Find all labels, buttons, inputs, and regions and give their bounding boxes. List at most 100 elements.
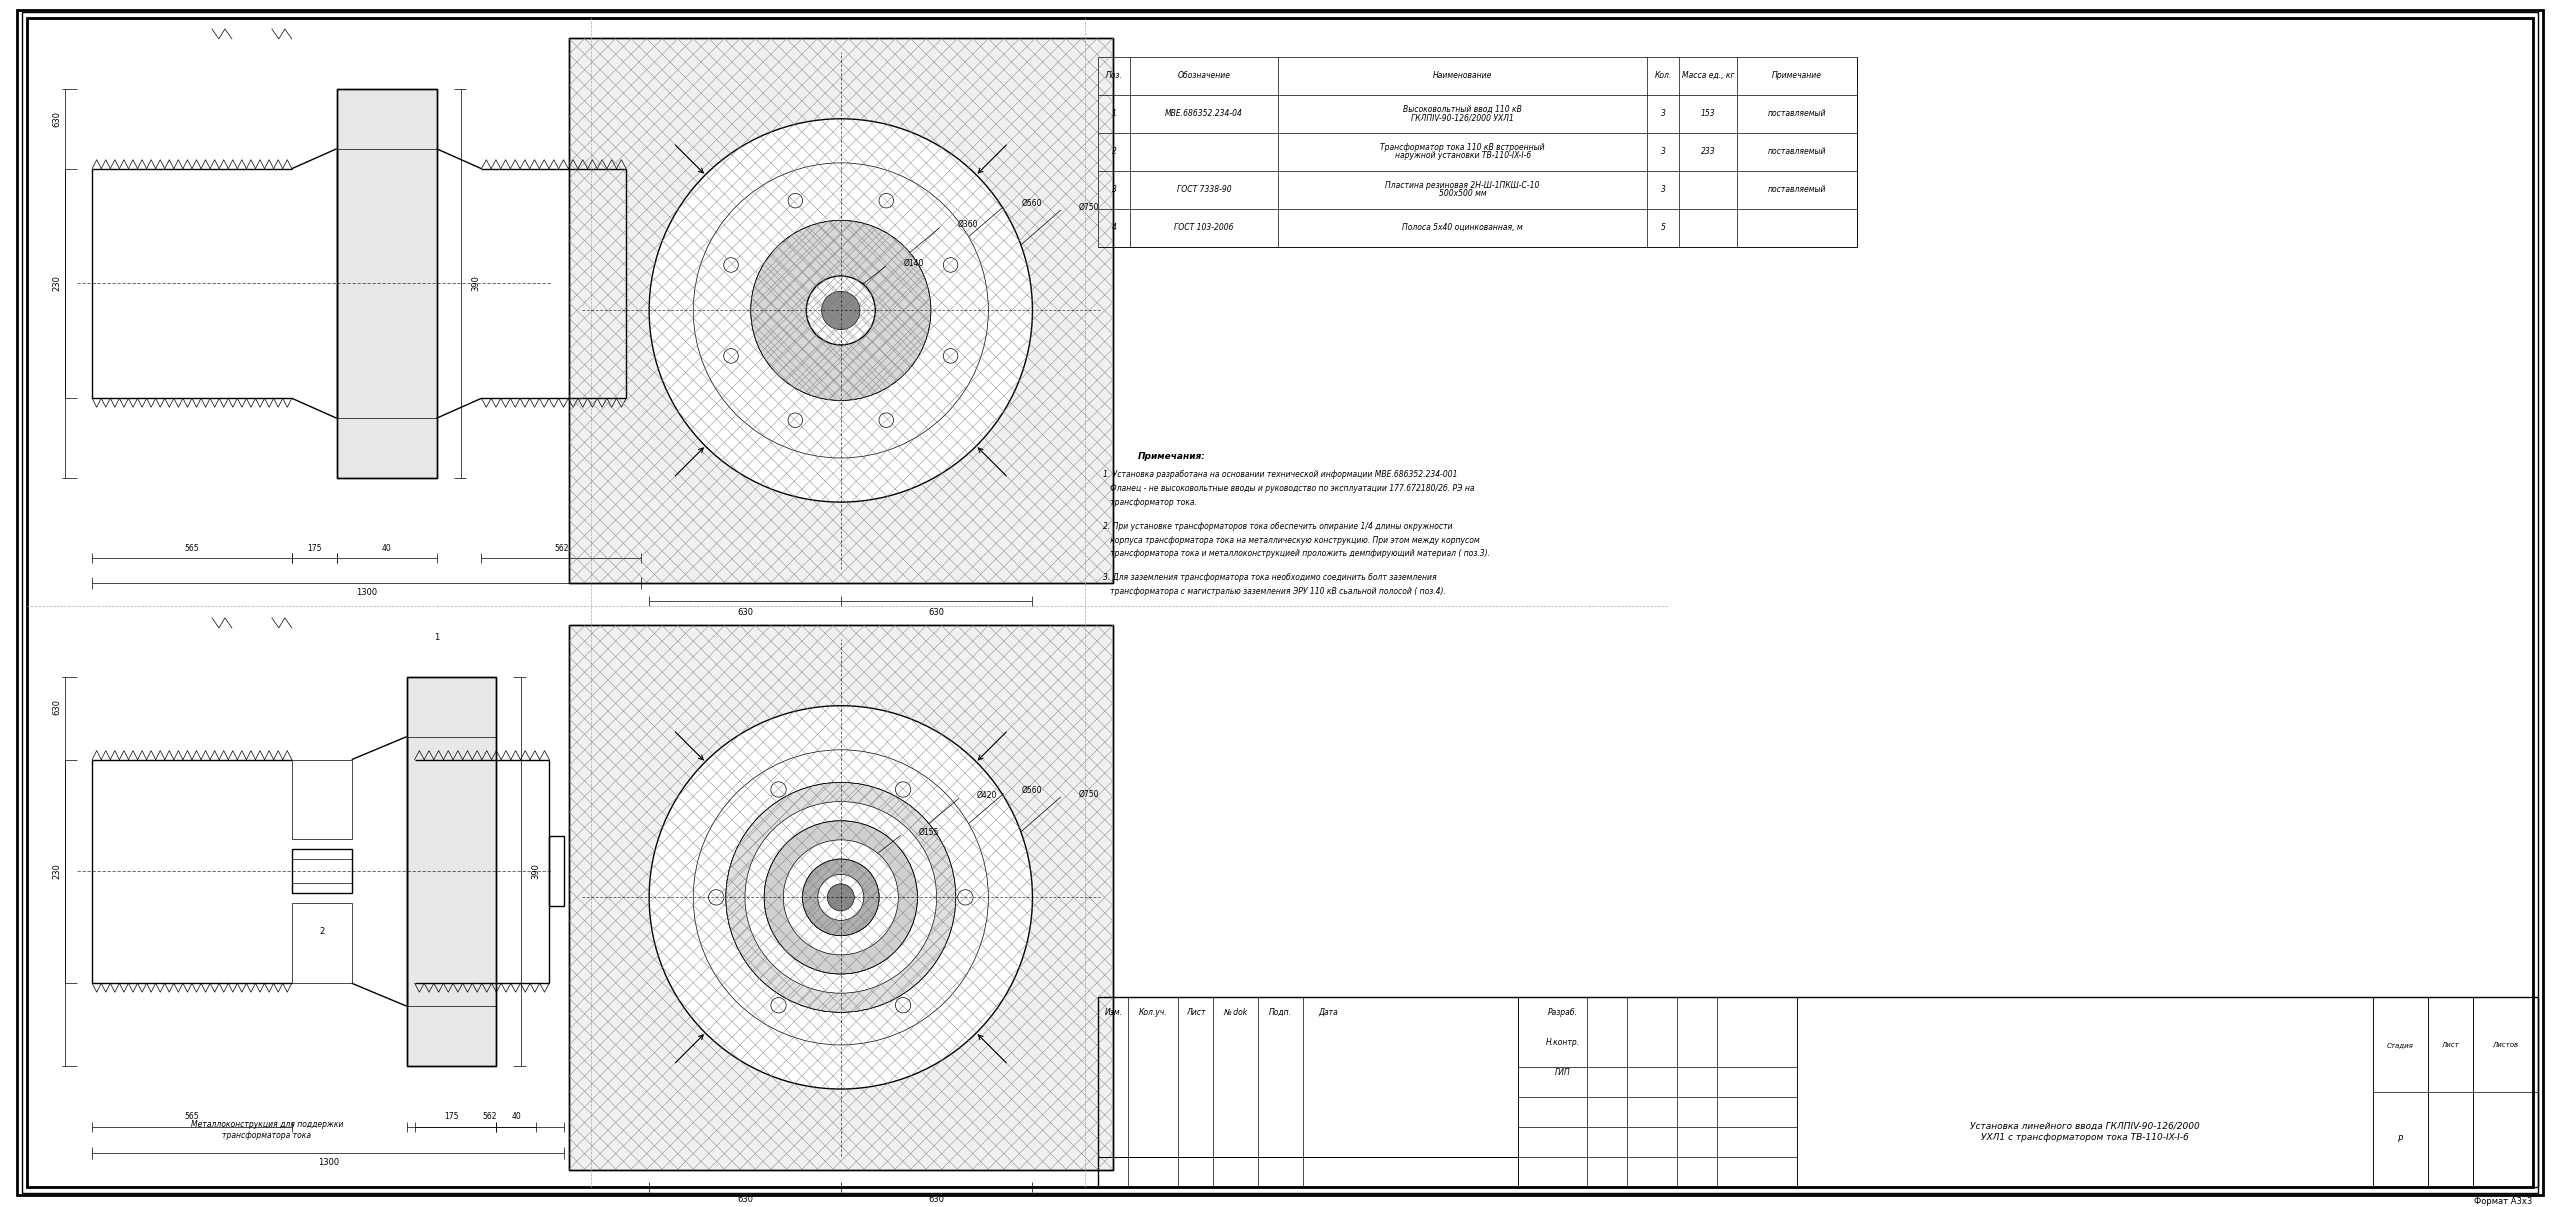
Circle shape: [957, 890, 973, 905]
Text: 1300: 1300: [356, 589, 376, 597]
Text: Стадия: Стадия: [2386, 1042, 2414, 1048]
Text: Фланец - не высоковольтные вводы и руководство по эксплуатации 177.672180/2б. РЭ: Фланец - не высоковольтные вводы и руков…: [1103, 484, 1475, 492]
Circle shape: [745, 801, 937, 993]
Text: 230: 230: [54, 275, 61, 291]
Bar: [568, 625, 1114, 1170]
Bar: [2473, 997, 2537, 1186]
Text: Примечания:: Примечания:: [1139, 451, 1206, 461]
Text: ГКЛПIV-90-126/2000 УХЛ1: ГКЛПIV-90-126/2000 УХЛ1: [1411, 113, 1513, 122]
Text: 1: 1: [433, 634, 440, 642]
Text: наружной установки ТВ-110-IX-I-6: наружной установки ТВ-110-IX-I-6: [1395, 151, 1531, 161]
Text: № dok: № dok: [1224, 1008, 1247, 1016]
Text: Поз.: Поз.: [1106, 71, 1124, 81]
Bar: [568, 39, 1114, 583]
Text: корпуса трансформатора тока на металлическую конструкцию. При этом между корпусо: корпуса трансформатора тока на металличе…: [1103, 536, 1480, 544]
Text: Полоса 5х40 оцинкованная, м: Полоса 5х40 оцинкованная, м: [1403, 223, 1523, 232]
Bar: [550, 836, 563, 906]
Text: 3: 3: [1111, 185, 1116, 194]
Text: Ø140: Ø140: [904, 258, 924, 268]
Text: 2. При установке трансформаторов тока обеспечить опирание 1/4 длины окружности: 2. При установке трансформаторов тока об…: [1103, 521, 1454, 531]
Bar: [338, 89, 438, 478]
Text: 5: 5: [1661, 223, 1667, 232]
Circle shape: [942, 349, 957, 363]
Text: 565: 565: [184, 543, 200, 553]
Circle shape: [896, 782, 911, 797]
Circle shape: [806, 276, 876, 345]
Text: 175: 175: [307, 543, 323, 553]
Text: Кол.уч.: Кол.уч.: [1139, 1008, 1167, 1016]
Text: 630: 630: [54, 111, 61, 127]
Circle shape: [827, 884, 855, 911]
Bar: [568, 39, 1114, 583]
Text: Ø155: Ø155: [919, 828, 940, 836]
Text: Листов: Листов: [2493, 1042, 2519, 1048]
Text: 630: 630: [54, 699, 61, 715]
Text: 175: 175: [445, 1113, 458, 1121]
Circle shape: [801, 859, 878, 935]
Text: 230: 230: [54, 863, 61, 880]
Circle shape: [788, 413, 804, 427]
Text: трансформатора с магистралью заземления ЭРУ 110 кВ сьальной полосой ( поз.4).: трансформатора с магистралью заземления …: [1103, 588, 1446, 596]
Circle shape: [783, 840, 899, 955]
Text: 1300: 1300: [317, 1159, 338, 1167]
Circle shape: [942, 257, 957, 273]
Bar: [1098, 57, 1856, 246]
Bar: [627, 249, 640, 319]
Text: 562: 562: [553, 543, 568, 553]
Text: Трансформатор тока 110 кВ встроенный: Трансформатор тока 110 кВ встроенный: [1380, 144, 1546, 152]
Text: Изм.: Изм.: [1103, 1008, 1121, 1016]
Text: ГИП: ГИП: [1554, 1067, 1569, 1077]
Text: трансформатора тока и металлоконструкцией проложить демпфирующий материал ( поз.: трансформатора тока и металлоконструкцие…: [1103, 549, 1490, 559]
Text: 233: 233: [1700, 147, 1715, 156]
Circle shape: [724, 349, 737, 363]
Circle shape: [724, 257, 737, 273]
Bar: [292, 850, 351, 893]
Text: 500х500 мм: 500х500 мм: [1439, 189, 1487, 198]
Bar: [1797, 997, 2373, 1186]
Text: Формат А3х3: Формат А3х3: [2473, 1197, 2532, 1206]
Text: поставляемый: поставляемый: [1769, 110, 1825, 118]
Circle shape: [822, 291, 860, 330]
Text: Масса ед., кг: Масса ед., кг: [1682, 71, 1736, 81]
Circle shape: [763, 821, 916, 974]
Circle shape: [771, 998, 786, 1013]
Text: 390: 390: [530, 863, 540, 880]
Bar: [407, 677, 497, 1066]
Text: Подп.: Подп.: [1270, 1008, 1293, 1016]
Text: 2: 2: [1111, 147, 1116, 156]
Text: 3: 3: [1661, 185, 1667, 194]
Text: Пластина резиновая 2Н-Ш-1ПКШ-С-10: Пластина резиновая 2Н-Ш-1ПКШ-С-10: [1385, 181, 1541, 191]
Text: Разраб.: Разраб.: [1549, 1008, 1577, 1016]
Text: Лист: Лист: [1185, 1008, 1206, 1016]
Text: МВЕ.686352.234-04: МВЕ.686352.234-04: [1165, 110, 1244, 118]
Text: 2: 2: [320, 927, 325, 935]
Text: 630: 630: [929, 608, 945, 617]
Bar: [407, 677, 497, 1066]
Text: 40: 40: [381, 543, 392, 553]
Text: Ø560: Ø560: [1021, 786, 1042, 795]
Text: Ø750: Ø750: [1078, 203, 1098, 211]
Text: поставляемый: поставляемый: [1769, 147, 1825, 156]
Text: 4: 4: [1111, 223, 1116, 232]
Text: 630: 630: [737, 1195, 753, 1203]
Circle shape: [650, 706, 1032, 1089]
Text: ГОСТ 103-2006: ГОСТ 103-2006: [1175, 223, 1234, 232]
Circle shape: [817, 874, 863, 921]
Text: Дата: Дата: [1318, 1008, 1339, 1016]
Text: Ø560: Ø560: [1021, 199, 1042, 209]
Circle shape: [878, 193, 893, 208]
Text: Ø420: Ø420: [978, 791, 998, 800]
Text: ГОСТ 7338-90: ГОСТ 7338-90: [1178, 185, 1231, 194]
Text: Кол.: Кол.: [1654, 71, 1672, 81]
Bar: [2373, 997, 2427, 1186]
Bar: [2427, 997, 2473, 1186]
Bar: [1098, 997, 2537, 1186]
Text: Высоковольтный ввод 110 кВ: Высоковольтный ввод 110 кВ: [1403, 105, 1523, 115]
Text: 1. Установка разработана на основании технической информации МВЕ.686352.234-001: 1. Установка разработана на основании те…: [1103, 470, 1457, 479]
Text: 562: 562: [481, 1113, 497, 1121]
Text: 630: 630: [929, 1195, 945, 1203]
Text: Обозначение: Обозначение: [1178, 71, 1231, 81]
Text: 3: 3: [1661, 110, 1667, 118]
Bar: [338, 89, 438, 478]
Text: 390: 390: [471, 275, 479, 291]
